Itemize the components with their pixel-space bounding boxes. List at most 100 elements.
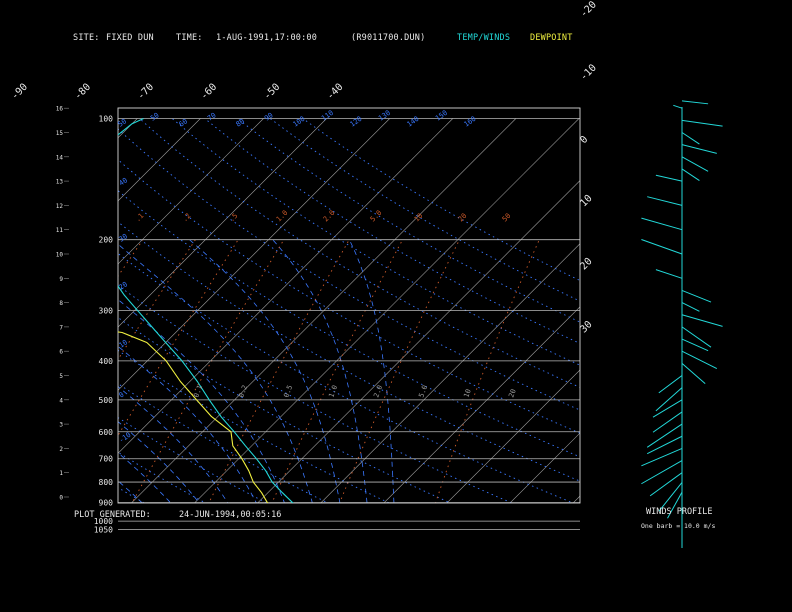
isotherm-line <box>446 369 580 503</box>
wind-vector <box>681 168 700 181</box>
dry-adiabat-line <box>118 383 329 503</box>
dry-adiabat-label-left: 20 <box>118 280 130 291</box>
mixing-ratio-label: .5 <box>228 212 240 224</box>
pressure-tick-label: 1000 <box>94 517 113 526</box>
dry-adiabat-line <box>118 349 391 503</box>
moist-adiabat-line <box>272 239 368 503</box>
dry-adiabat-line <box>118 316 452 503</box>
wind-vector <box>641 239 683 255</box>
height-tick-label: 6 <box>59 349 63 356</box>
isobar-lines <box>118 118 580 531</box>
height-tick-label: 5 <box>59 373 63 380</box>
pressure-tick-label: 900 <box>99 499 114 508</box>
wind-vector <box>658 482 683 512</box>
wind-vector <box>641 217 683 231</box>
dry-adiabat-label-left: 10 <box>118 338 130 349</box>
mixing-ratio-label: 20 <box>457 212 469 224</box>
dry-adiabat-line <box>118 252 575 503</box>
legend-dewpoint: DEWPOINT <box>530 33 573 43</box>
pressure-tick-label: 700 <box>99 455 114 464</box>
mixing-ratio-label-lower: 0.2 <box>237 384 249 399</box>
isotherm-top-label: -90 <box>9 82 30 103</box>
moist-adiabat-line <box>118 345 257 503</box>
wind-vector <box>681 338 709 352</box>
mixing-ratio-label-lower: 10 <box>462 388 472 399</box>
mixing-ratio-label-lower: 0.1 <box>192 384 204 399</box>
dry-adiabat-line <box>118 190 580 458</box>
site-value: FIXED DUN <box>106 33 154 43</box>
isotherm-line <box>130 118 517 503</box>
dewpoint-line <box>118 331 269 503</box>
isotherm-line <box>257 180 580 503</box>
isotherm-line <box>118 118 138 139</box>
pressure-tick-label: 300 <box>99 307 114 316</box>
winds-profile-title: WINDS PROFILE <box>646 507 713 517</box>
mixing-ratio-line <box>118 239 239 437</box>
wind-vector <box>646 435 683 455</box>
wind-vector <box>652 411 683 433</box>
height-tick-label: 8 <box>59 300 63 307</box>
isotherm-line <box>118 118 201 202</box>
dry-adiabat-label-left: 0 <box>118 391 126 400</box>
moist-adiabat-lines <box>118 239 395 503</box>
height-tick-label: 3 <box>59 422 63 429</box>
wind-vector <box>646 423 683 448</box>
wind-vector <box>681 350 718 370</box>
mixing-ratio-lines <box>118 239 540 503</box>
mixing-ratio-label-lower: 0.5 <box>282 384 294 399</box>
dry-adiabat-label: 60 <box>178 117 190 128</box>
dry-adiabat-line <box>302 118 580 282</box>
moist-adiabat-line <box>118 386 229 503</box>
pressure-tick-label: 400 <box>99 357 114 366</box>
dry-adiabat-line <box>171 118 580 366</box>
height-tick-label: 7 <box>59 324 63 331</box>
mixing-ratio-line <box>271 239 403 503</box>
dry-adiabat-label: 80 <box>235 117 247 128</box>
dry-adiabat-line <box>118 417 268 503</box>
plot-frame <box>117 107 581 504</box>
height-tick-label: 9 <box>59 276 63 283</box>
dry-adiabat-line <box>204 118 580 344</box>
isotherm-top-label: -80 <box>73 82 94 103</box>
pressure-tick-label: 1050 <box>94 526 113 535</box>
height-tick-label: 16 <box>56 106 64 113</box>
time-label: TIME: <box>176 33 203 43</box>
dry-adiabat-lines <box>0 118 580 530</box>
dry-adiabat-label: 50 <box>117 117 129 128</box>
mixing-ratio-label: 10 <box>413 212 425 224</box>
dry-adiabat-label-left: 40 <box>118 176 130 187</box>
wind-vector <box>652 399 683 418</box>
axis-labels: 1002003004005006007008009001000105001234… <box>9 0 599 535</box>
mixing-ratio-label: .1 <box>134 212 146 224</box>
height-tick-label: 10 <box>56 252 64 259</box>
dry-adiabat-label-left: 30 <box>118 232 130 243</box>
sounding-series <box>118 117 294 503</box>
isotherm-line <box>118 118 454 454</box>
isotherm-right-label: -20 <box>578 0 599 20</box>
height-tick-label: 14 <box>56 154 64 161</box>
dry-adiabat-line <box>139 118 580 388</box>
isotherm-line <box>118 118 327 328</box>
isotherm-line <box>0 119 11 530</box>
isotherm-right-label: 10 <box>578 193 594 209</box>
isotherm-line <box>0 119 74 530</box>
height-tick-label: 2 <box>59 446 63 453</box>
isotherm-top-label: -50 <box>262 82 283 103</box>
mixing-ratio-label-lower: 5.0 <box>417 384 429 399</box>
site-label: SITE: <box>73 33 100 43</box>
isotherm-right-label: 20 <box>578 256 594 272</box>
dry-adiabat-line <box>0 119 128 530</box>
wind-profile <box>641 100 723 548</box>
isotherm-right-label: -10 <box>578 62 599 83</box>
dry-adiabat-label: 70 <box>206 111 218 122</box>
wind-vector <box>681 100 709 105</box>
winds-profile-note: One barb = 10.0 m/s <box>641 522 716 530</box>
wind-vector <box>681 156 709 172</box>
wind-vector <box>655 269 683 279</box>
wind-vector <box>681 119 723 127</box>
wind-vector <box>647 196 683 206</box>
wind-vector <box>641 460 683 485</box>
mixing-ratio-label: 50 <box>501 212 513 224</box>
dry-adiabat-label-left: -10 <box>118 431 133 445</box>
mixing-ratio-label-lower: 2.0 <box>372 384 384 399</box>
